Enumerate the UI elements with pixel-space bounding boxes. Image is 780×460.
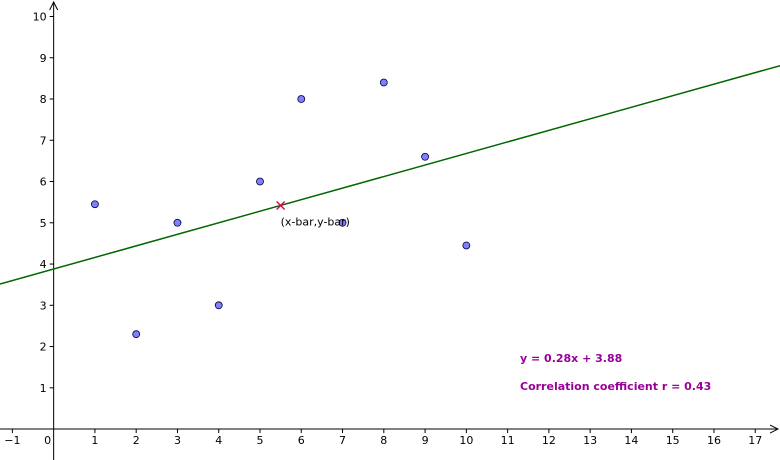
x-tick-label: 5 (257, 434, 264, 447)
x-tick-label: 9 (422, 434, 429, 447)
data-point (462, 241, 471, 250)
x-tick-label: 3 (174, 434, 181, 447)
y-tick-label: 1 (40, 382, 47, 395)
x-tick-label: 17 (748, 434, 762, 447)
x-tick-label: 10 (459, 434, 473, 447)
data-point (297, 95, 306, 103)
data-point (421, 152, 429, 161)
data-points (91, 78, 471, 339)
data-point (338, 218, 347, 227)
x-tick-label: 8 (380, 434, 387, 447)
x-tick-label: 12 (542, 434, 556, 447)
regression-line (0, 64, 780, 285)
data-point (132, 330, 141, 339)
regression-line-group (0, 64, 780, 285)
x-tick-label: 16 (707, 434, 721, 447)
data-point (214, 301, 223, 310)
y-tick-label: 5 (40, 217, 47, 230)
y-tick-label: 7 (40, 134, 47, 147)
data-point (379, 78, 388, 87)
x-tick-label: 1 (91, 434, 98, 447)
mean-point-group: (x-bar,y-bar) (276, 200, 350, 228)
data-point (91, 200, 99, 209)
y-tick-label: 6 (40, 176, 47, 189)
y-axis-arrow (49, 0, 59, 11)
x-tick-label: −1 (4, 434, 20, 447)
regression-equation: y = 0.28x + 3.88 (520, 352, 622, 365)
x-axis-arrow (769, 424, 780, 434)
y-tick-label: 9 (40, 52, 47, 65)
data-point (256, 177, 264, 186)
mean-point-marker (276, 200, 286, 210)
x-tick-label: 0 (44, 434, 51, 447)
y-tick-label: 8 (40, 93, 47, 106)
x-tick-label: 15 (666, 434, 680, 447)
x-tick-label: 2 (133, 434, 140, 447)
mean-point-label: (x-bar,y-bar) (281, 215, 350, 228)
x-tick-label: 4 (215, 434, 222, 447)
x-tick-label: 13 (583, 434, 597, 447)
data-point (173, 218, 182, 227)
y-tick-label: 10 (33, 11, 47, 24)
x-tick-label: 14 (624, 434, 638, 447)
y-tick-label: 2 (40, 341, 47, 354)
y-tick-label: 4 (40, 258, 47, 271)
y-tick-label: 3 (40, 299, 47, 312)
correlation-coefficient: Correlation coefficient r = 0.43 (520, 380, 711, 393)
x-tick-label: 11 (501, 434, 515, 447)
x-tick-label: 6 (298, 434, 305, 447)
x-tick-label: 7 (339, 434, 346, 447)
